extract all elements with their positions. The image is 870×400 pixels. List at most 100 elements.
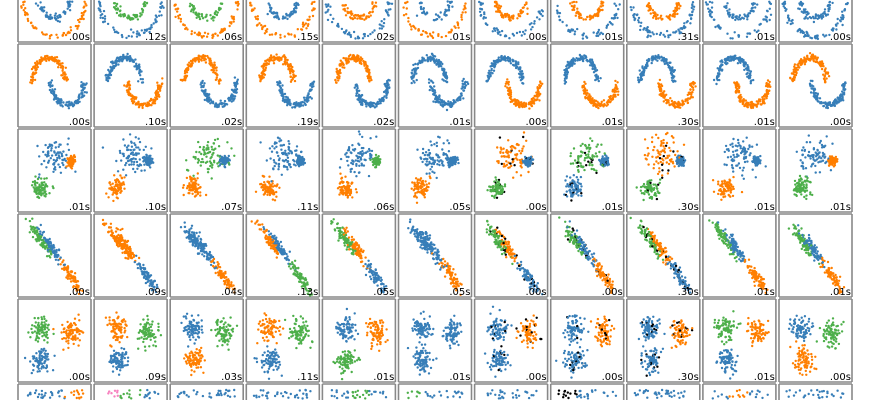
data-point xyxy=(233,76,237,79)
data-point xyxy=(817,61,820,64)
data-point xyxy=(744,61,747,65)
data-point xyxy=(52,163,56,166)
data-point xyxy=(121,152,124,155)
data-point xyxy=(746,101,750,105)
data-point xyxy=(412,76,415,79)
data-point xyxy=(558,18,561,22)
data-point xyxy=(427,81,431,84)
data-point xyxy=(639,24,642,28)
data-point xyxy=(115,4,118,8)
data-point xyxy=(358,61,362,65)
data-point xyxy=(804,10,807,13)
data-point xyxy=(762,99,765,103)
data-point xyxy=(143,163,146,166)
data-point xyxy=(663,95,666,99)
data-point xyxy=(136,167,139,170)
data-point xyxy=(526,7,529,10)
data-point xyxy=(115,30,118,33)
data-point xyxy=(123,176,126,179)
data-point xyxy=(460,18,464,21)
data-point xyxy=(116,7,120,11)
data-point xyxy=(611,23,614,26)
data-point xyxy=(706,3,709,6)
data-point xyxy=(382,21,386,25)
data-point xyxy=(193,7,196,10)
data-point xyxy=(608,100,611,103)
data-point xyxy=(267,2,270,5)
data-point xyxy=(835,99,838,103)
data-point xyxy=(223,99,227,103)
data-point xyxy=(308,15,311,18)
data-point xyxy=(596,8,600,11)
data-point xyxy=(497,32,500,35)
data-point xyxy=(716,78,719,82)
data-point xyxy=(464,11,467,14)
data-point xyxy=(46,185,49,188)
data-point xyxy=(511,32,514,36)
data-point xyxy=(51,58,54,62)
data-point xyxy=(127,148,130,151)
data-point xyxy=(466,82,470,86)
data-point xyxy=(152,102,155,105)
data-point xyxy=(390,2,394,5)
data-point xyxy=(131,99,134,103)
data-point xyxy=(500,13,504,17)
data-point xyxy=(805,30,808,34)
data-point xyxy=(842,14,845,17)
data-point xyxy=(350,13,353,16)
data-point xyxy=(345,62,348,65)
data-point xyxy=(53,56,57,59)
data-point xyxy=(113,28,116,31)
data-point xyxy=(692,88,695,92)
data-point xyxy=(761,96,764,99)
data-point xyxy=(64,76,68,79)
data-point xyxy=(563,82,567,85)
data-point xyxy=(597,13,600,16)
data-point xyxy=(450,105,453,109)
data-point xyxy=(61,34,64,37)
data-point xyxy=(159,6,163,10)
panel-r0-c9: .01s xyxy=(702,0,777,43)
data-point xyxy=(692,81,695,84)
data-point xyxy=(197,58,200,61)
data-point xyxy=(129,148,132,152)
data-point xyxy=(565,70,568,73)
data-point xyxy=(101,16,105,20)
data-point xyxy=(565,24,568,27)
data-point xyxy=(504,85,507,88)
data-point xyxy=(787,19,791,22)
data-point xyxy=(500,54,503,58)
data-point xyxy=(106,79,110,83)
data-point xyxy=(411,69,414,72)
data-point xyxy=(599,77,602,80)
data-point xyxy=(532,102,536,105)
data-point xyxy=(831,29,835,32)
data-point xyxy=(597,28,601,32)
data-point xyxy=(596,77,599,80)
data-point xyxy=(793,65,796,68)
data-point xyxy=(768,18,771,22)
data-point xyxy=(500,29,504,33)
data-point xyxy=(187,65,190,68)
data-point xyxy=(202,34,205,38)
data-point xyxy=(53,141,56,144)
data-point xyxy=(651,9,655,12)
data-point xyxy=(275,11,278,14)
data-point xyxy=(288,98,291,102)
data-point xyxy=(290,10,293,14)
data-point xyxy=(385,86,388,89)
data-point xyxy=(197,54,200,57)
data-point xyxy=(32,71,35,74)
data-point xyxy=(725,6,728,9)
data-point xyxy=(575,57,578,60)
data-point xyxy=(330,20,334,24)
data-point xyxy=(711,1,714,4)
data-point xyxy=(632,6,635,9)
data-point xyxy=(150,99,153,102)
data-point xyxy=(663,90,666,93)
data-point xyxy=(358,97,362,100)
data-point xyxy=(117,58,121,62)
data-point xyxy=(416,63,419,66)
data-point xyxy=(811,54,815,57)
data-point xyxy=(364,99,367,103)
